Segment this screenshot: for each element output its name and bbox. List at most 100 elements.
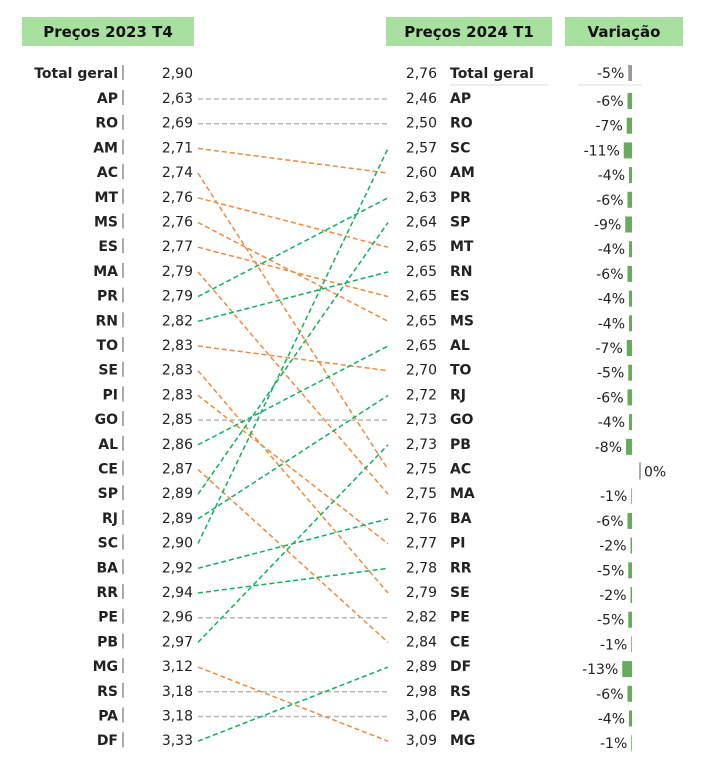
left-value-rj: 2,89 [162, 511, 193, 527]
variation-bar-pi [630, 537, 632, 554]
variation-label-ms: -4% [598, 316, 625, 332]
left-state-mt: MT [95, 190, 119, 206]
left-value-mg: 3,12 [162, 659, 193, 675]
right-value-ce: 2,84 [406, 634, 437, 650]
left-value-sp: 2,89 [162, 486, 193, 502]
left-value-ms: 2,76 [162, 215, 193, 231]
total-row: Total geral 2,90 2,76 Total geral -5% [34, 65, 642, 86]
right-state-al: AL [450, 338, 470, 354]
variation-bar-am [629, 167, 632, 184]
variation-label-pb: -8% [595, 440, 622, 456]
right-state-rn: RN [450, 264, 473, 280]
slope-line-sp [197, 222, 389, 495]
right-value-sc: 2,57 [406, 140, 437, 156]
slope-line-ac [197, 172, 389, 470]
left-value-se: 2,83 [162, 363, 193, 379]
variation-label-sc: -11% [584, 143, 620, 159]
variation-bar-mt [629, 241, 632, 258]
left-state-am: AM [93, 140, 118, 156]
slope-line-se [197, 370, 389, 594]
variation-bar-pr [627, 191, 632, 208]
total-label-right: Total geral [450, 66, 534, 82]
slope-line-ma [197, 271, 389, 495]
slope-line-ce [197, 468, 389, 643]
left-state-pb: PB [97, 634, 118, 650]
left-state-sp: SP [98, 486, 118, 502]
left-value-rs: 3,18 [162, 684, 193, 700]
right-state-ce: CE [450, 634, 470, 650]
variation-label-pi: -2% [599, 539, 626, 555]
left-state-df: DF [97, 733, 118, 749]
right-value-ms: 2,65 [406, 313, 437, 329]
right-value-pr: 2,63 [406, 190, 437, 206]
slope-lines [197, 98, 389, 742]
variation-bar-ce [631, 636, 632, 653]
slope-line-pb [197, 444, 389, 643]
variation-bar-ro [626, 117, 632, 134]
left-state-ac: AC [97, 165, 118, 181]
right-value-pi: 2,77 [406, 536, 437, 552]
variation-bar-to [628, 364, 632, 381]
slope-line-mt [197, 197, 389, 248]
left-value-ma: 2,79 [162, 264, 193, 280]
header-right: Preços 2024 T1 [386, 17, 552, 46]
right-value-rj: 2,72 [406, 387, 437, 403]
left-value-am: 2,71 [162, 140, 193, 156]
right-value-al: 2,65 [406, 338, 437, 354]
left-value-pa: 3,18 [162, 709, 193, 725]
right-state-go: GO [450, 412, 473, 428]
left-state-rs: RS [97, 684, 118, 700]
right-value-to: 2,70 [406, 363, 437, 379]
header-right-bg [386, 17, 552, 46]
total-variation-bar [628, 65, 632, 81]
variation-label-ro: -7% [595, 119, 622, 135]
right-state-pi: PI [450, 536, 465, 552]
variation-label-rj: -6% [596, 390, 623, 406]
left-value-es: 2,77 [162, 239, 193, 255]
variation-label-ba: -6% [596, 514, 623, 530]
right-state-ba: BA [450, 511, 472, 527]
variation-label-mt: -4% [598, 242, 625, 258]
slope-line-pi [197, 394, 389, 545]
right-value-pb: 2,73 [406, 437, 437, 453]
variation-bar-sp [625, 216, 632, 233]
left-state-to: TO [97, 338, 119, 354]
left-value-rr: 2,94 [162, 585, 193, 601]
total-value-right: 2,76 [406, 66, 437, 82]
variation-label-rn: -6% [596, 267, 623, 283]
variation-bar-rr [628, 562, 632, 579]
right-value-go: 2,73 [406, 412, 437, 428]
variation-bar-ma [631, 488, 632, 505]
variation-label-al: -7% [595, 341, 622, 357]
left-value-ro: 2,69 [162, 116, 193, 132]
right-state-ro: RO [450, 116, 473, 132]
header-variation: Variação [565, 17, 683, 46]
variation-label-ap: -6% [596, 94, 623, 110]
slope-line-am [197, 147, 389, 174]
variation-bar-pe [628, 611, 632, 628]
right-state-mt: MT [450, 239, 474, 255]
header-left: Preços 2023 T4 [22, 17, 194, 46]
left-value-pb: 2,97 [162, 634, 193, 650]
right-value-rs: 2,98 [406, 684, 437, 700]
right-state-sc: SC [450, 140, 470, 156]
right-value-pe: 2,82 [406, 610, 437, 626]
variation-label-ma: -1% [600, 489, 627, 505]
variation-label-rs: -6% [596, 687, 623, 703]
variation-bar-go [629, 414, 632, 431]
right-state-ms: MS [450, 313, 474, 329]
slope-line-al [197, 345, 389, 446]
right-state-ma: MA [450, 486, 475, 502]
right-state-rr: RR [450, 560, 472, 576]
left-state-rj: RJ [102, 511, 118, 527]
right-state-mg: MG [450, 733, 475, 749]
right-value-se: 2,79 [406, 585, 437, 601]
left-state-al: AL [98, 437, 118, 453]
variation-bar-mg [631, 735, 632, 752]
right-value-es: 2,65 [406, 289, 437, 305]
variation-label-pr: -6% [596, 193, 623, 209]
left-value-mt: 2,76 [162, 190, 193, 206]
variation-label-am: -4% [598, 168, 625, 184]
right-state-pr: PR [450, 190, 471, 206]
slope-line-pr [197, 197, 389, 298]
